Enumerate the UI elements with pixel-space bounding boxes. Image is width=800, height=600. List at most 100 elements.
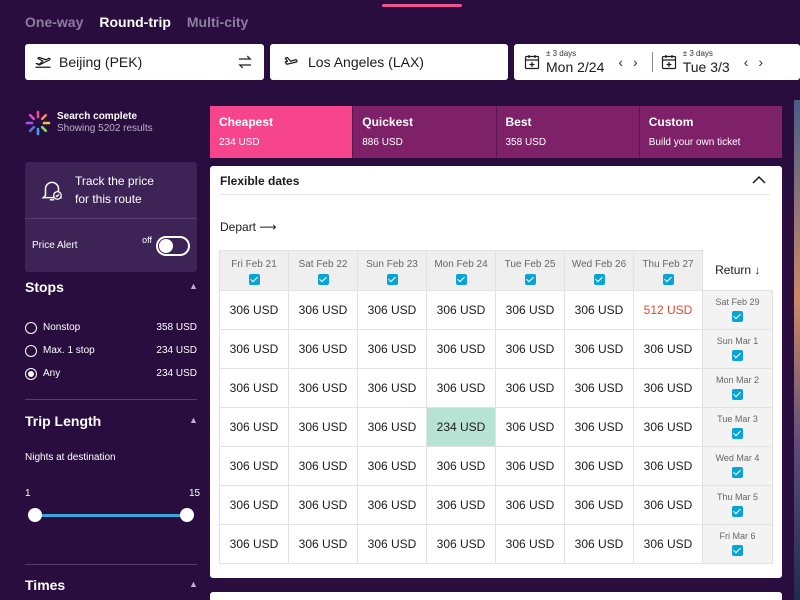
depart-date-header[interactable]: Sun Feb 23 (357, 250, 427, 291)
return-checkbox[interactable] (732, 350, 743, 361)
slider-handle-min[interactable] (28, 508, 42, 522)
price-cell[interactable]: 306 USD (219, 407, 289, 447)
depart-prev-icon[interactable]: ‹ (618, 54, 624, 70)
tab-custom[interactable]: Custom Build your own ticket (639, 106, 782, 158)
chevron-up-icon[interactable]: ▲ (189, 415, 198, 425)
return-date-cell[interactable]: Tue Mar 3 (702, 407, 773, 447)
destination-field[interactable]: Los Angeles (LAX) (270, 44, 508, 80)
price-cell[interactable]: 306 USD (357, 407, 427, 447)
times-heading[interactable]: Times ▲ (25, 577, 198, 593)
price-cell[interactable]: 306 USD (564, 407, 634, 447)
price-cell[interactable]: 306 USD (357, 368, 427, 408)
return-next-icon[interactable]: › (758, 54, 764, 70)
tab-cheapest[interactable]: Cheapest 234 USD (210, 106, 354, 158)
price-cell[interactable]: 306 USD (633, 368, 703, 408)
depart-date-picker[interactable]: ± 3 days Mon 2/24 ‹ › (514, 44, 638, 80)
price-cell[interactable]: 306 USD (219, 290, 289, 330)
return-date-cell[interactable]: Wed Mar 4 (702, 446, 773, 486)
price-cell[interactable]: 306 USD (495, 329, 565, 369)
price-cell[interactable]: 306 USD (564, 446, 634, 486)
price-cell[interactable]: 306 USD (288, 368, 358, 408)
return-date-cell[interactable]: Sun Mar 1 (702, 329, 773, 369)
price-cell[interactable]: 306 USD (564, 485, 634, 525)
price-cell[interactable]: 306 USD (495, 368, 565, 408)
price-alert-toggle[interactable]: off (142, 235, 190, 256)
price-cell[interactable]: 306 USD (426, 524, 496, 564)
price-cell[interactable]: 306 USD (633, 329, 703, 369)
depart-checkbox[interactable] (455, 274, 467, 285)
stop-option-max-1[interactable]: Max. 1 stop 234 USD (25, 339, 197, 362)
radio-any[interactable] (25, 367, 37, 380)
return-date-cell[interactable]: Mon Mar 2 (702, 368, 773, 408)
nights-slider-track[interactable] (35, 514, 187, 517)
tab-multi-city[interactable]: Multi-city (186, 14, 249, 30)
tab-best[interactable]: Best 358 USD (496, 106, 640, 158)
depart-checkbox[interactable] (662, 274, 674, 285)
chevron-up-icon[interactable]: ▲ (189, 579, 198, 589)
price-cell[interactable]: 306 USD (633, 524, 703, 564)
return-checkbox[interactable] (732, 545, 743, 556)
price-cell[interactable]: 306 USD (426, 329, 496, 369)
price-cell[interactable]: 306 USD (426, 290, 496, 330)
tab-quickest[interactable]: Quickest 886 USD (353, 106, 497, 158)
stop-option-any[interactable]: Any 234 USD (25, 362, 197, 385)
price-cell[interactable]: 306 USD (495, 407, 565, 447)
depart-checkbox[interactable] (593, 274, 605, 285)
price-cell[interactable]: 306 USD (495, 485, 565, 525)
price-cell[interactable]: 306 USD (219, 524, 289, 564)
price-cell[interactable]: 306 USD (357, 290, 427, 330)
depart-date-header[interactable]: Fri Feb 21 (219, 250, 289, 291)
price-cell[interactable]: 512 USD (633, 290, 703, 330)
return-checkbox[interactable] (732, 506, 743, 517)
swap-icon[interactable] (236, 53, 254, 71)
price-cell[interactable]: 306 USD (288, 485, 358, 525)
toggle-switch[interactable] (156, 235, 190, 256)
depart-checkbox[interactable] (248, 274, 260, 285)
return-prev-icon[interactable]: ‹ (743, 54, 749, 70)
slider-handle-max[interactable] (180, 508, 194, 522)
return-date-cell[interactable]: Sat Feb 29 (702, 290, 773, 330)
chevron-up-icon[interactable] (752, 174, 766, 188)
price-cell[interactable]: 306 USD (357, 524, 427, 564)
price-cell[interactable]: 306 USD (288, 524, 358, 564)
depart-date-header[interactable]: Wed Feb 26 (564, 250, 634, 291)
stops-heading[interactable]: Stops ▲ (25, 279, 198, 295)
price-cell[interactable]: 306 USD (564, 368, 634, 408)
chevron-up-icon[interactable]: ▲ (189, 281, 198, 291)
return-checkbox[interactable] (732, 311, 743, 322)
price-cell[interactable]: 306 USD (288, 329, 358, 369)
price-cell[interactable]: 306 USD (288, 407, 358, 447)
depart-date-header[interactable]: Thu Feb 27 (633, 250, 703, 291)
price-cell[interactable]: 306 USD (426, 446, 496, 486)
price-cell[interactable]: 234 USD (426, 407, 496, 447)
price-cell[interactable]: 306 USD (219, 329, 289, 369)
return-checkbox[interactable] (732, 389, 743, 400)
tab-one-way[interactable]: One-way (25, 14, 84, 30)
return-date-cell[interactable]: Thu Mar 5 (702, 485, 773, 525)
stop-option-nonstop[interactable]: Nonstop 358 USD (25, 316, 197, 339)
return-date-cell[interactable]: Fri Mar 6 (702, 524, 773, 564)
depart-checkbox[interactable] (386, 274, 398, 285)
price-cell[interactable]: 306 USD (357, 329, 427, 369)
price-cell[interactable]: 306 USD (288, 446, 358, 486)
depart-checkbox[interactable] (317, 274, 329, 285)
price-cell[interactable]: 306 USD (495, 290, 565, 330)
price-cell[interactable]: 306 USD (219, 485, 289, 525)
tab-round-trip[interactable]: Round-trip (99, 14, 171, 30)
depart-date-header[interactable]: Mon Feb 24 (426, 250, 496, 291)
depart-date-header[interactable]: Tue Feb 25 (495, 250, 565, 291)
price-cell[interactable]: 306 USD (564, 290, 634, 330)
price-cell[interactable]: 306 USD (357, 485, 427, 525)
price-cell[interactable]: 306 USD (495, 524, 565, 564)
price-cell[interactable]: 306 USD (357, 446, 427, 486)
depart-checkbox[interactable] (524, 274, 536, 285)
price-cell[interactable]: 306 USD (426, 368, 496, 408)
price-cell[interactable]: 306 USD (426, 485, 496, 525)
price-cell[interactable]: 306 USD (288, 290, 358, 330)
return-checkbox[interactable] (732, 428, 743, 439)
price-cell[interactable]: 306 USD (633, 407, 703, 447)
price-cell[interactable]: 306 USD (633, 446, 703, 486)
depart-date-header[interactable]: Sat Feb 22 (288, 250, 358, 291)
radio-nonstop[interactable] (25, 321, 37, 334)
price-cell[interactable]: 306 USD (633, 485, 703, 525)
